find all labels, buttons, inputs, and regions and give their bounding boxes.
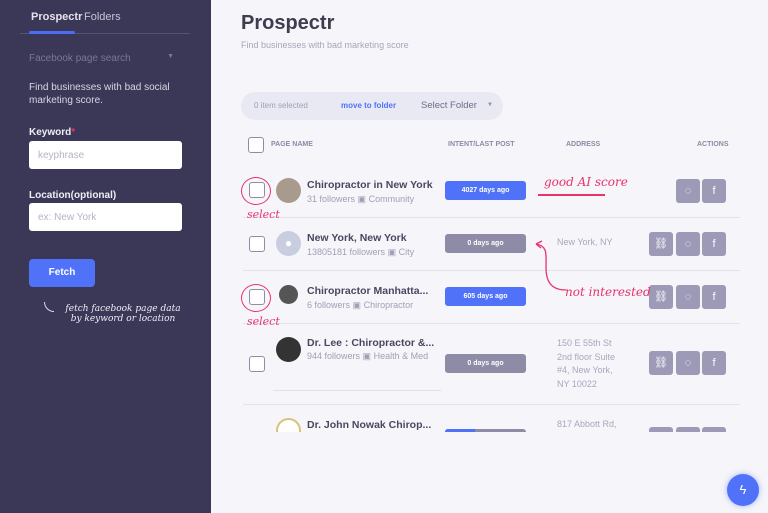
location-label: Location(optional) <box>29 190 117 201</box>
annotation-select: select <box>247 208 280 221</box>
tab-folders[interactable]: Folders <box>84 11 121 23</box>
last-post-badge <box>445 429 526 432</box>
source-select-value: Facebook page search <box>29 53 131 64</box>
messenger-button[interactable]: ◌ <box>676 285 700 309</box>
last-post-badge: 4027 days ago <box>445 181 526 200</box>
sidebar: Prospectr Folders Facebook page search ▼ … <box>0 0 211 513</box>
page-meta: 944 followers ▣ Health & Med <box>307 351 428 362</box>
table-row: Chiropractor in New York 31 followers ▣ … <box>243 166 740 218</box>
last-post-badge: 605 days ago <box>445 287 526 306</box>
page-title: Prospectr <box>241 12 335 34</box>
last-post-badge: 0 days ago <box>445 354 526 373</box>
row-checkbox[interactable] <box>249 236 265 252</box>
followers: 6 followers <box>307 300 351 310</box>
facebook-button[interactable]: f <box>702 232 726 256</box>
page-name[interactable]: Chiropractor Manhatta... <box>307 285 429 297</box>
row-checkbox[interactable] <box>249 356 265 372</box>
annotation-arrow-icon <box>538 194 605 196</box>
address: 817 Abbott Rd, <box>557 419 617 429</box>
fetch-button[interactable]: Fetch <box>29 259 95 287</box>
select-all-checkbox[interactable] <box>248 137 264 153</box>
annotation-circle <box>241 177 271 205</box>
facebook-button[interactable]: f <box>702 179 726 203</box>
table-row: Chiropractor Manhatta... 6 followers ▣ C… <box>243 271 740 324</box>
col-intent: INTENT/LAST POST <box>448 141 515 148</box>
results-table: Chiropractor in New York 31 followers ▣ … <box>241 166 741 432</box>
col-page-name: PAGE NAME <box>271 141 313 148</box>
tab-prospectr[interactable]: Prospectr <box>31 11 83 23</box>
required-marker: * <box>71 127 76 138</box>
page-name[interactable]: Dr. Lee : Chiropractor &... <box>307 337 435 349</box>
page-meta: 13805181 followers ▣ City <box>307 247 414 258</box>
followers: 13805181 followers <box>307 247 386 257</box>
table-row: Dr. Lee : Chiropractor &... 944 follower… <box>243 324 740 405</box>
location-pin-icon: ● <box>276 231 301 256</box>
table-row: ● New York, New York 13805181 followers … <box>243 218 740 271</box>
caret-down-icon: ▼ <box>487 102 493 108</box>
avatar <box>276 178 301 203</box>
tab-divider <box>20 33 190 34</box>
address: 150 E 55th St 2nd floor Suite #4, New Yo… <box>557 338 616 389</box>
col-actions: ACTIONS <box>697 141 729 148</box>
category: Health & Med <box>373 351 429 361</box>
category: City <box>398 247 415 257</box>
col-address: ADDRESS <box>566 141 601 148</box>
avatar <box>276 337 301 362</box>
selected-count: 0 item selected <box>254 101 308 110</box>
link-button[interactable]: ⛓ <box>649 351 673 375</box>
messenger-button[interactable] <box>676 427 700 432</box>
facebook-button[interactable]: f <box>702 285 726 309</box>
keyword-label: Keyword* <box>29 127 75 138</box>
avatar <box>279 285 298 304</box>
avatar <box>276 418 301 432</box>
briefcase-icon: ▣ <box>357 194 367 204</box>
table-row: Dr. John Nowak Chirop... 817 Abbott Rd, <box>243 405 740 432</box>
address: New York, NY <box>557 237 613 247</box>
annotation-not-interested: not interested <box>565 285 651 299</box>
page-name[interactable]: Dr. John Nowak Chirop... <box>307 419 432 431</box>
annotation-arrow-icon <box>535 240 567 291</box>
briefcase-icon: ▣ <box>352 300 362 310</box>
fetch-annotation: fetch facebook page data by keyword or l… <box>65 304 181 324</box>
messenger-button[interactable]: ◌ <box>676 179 700 203</box>
active-tab-indicator <box>29 31 75 34</box>
page-subtitle: Find businesses with bad marketing score <box>241 40 409 50</box>
caret-down-icon: ▼ <box>167 53 174 60</box>
page-meta: 31 followers ▣ Community <box>307 194 414 205</box>
source-select[interactable]: Facebook page search ▼ <box>29 53 174 64</box>
link-button[interactable]: ⛓ <box>649 232 673 256</box>
keyword-input[interactable] <box>29 141 182 169</box>
facebook-button[interactable] <box>702 427 726 432</box>
followers: 944 followers <box>307 351 361 361</box>
move-to-folder-link[interactable]: move to folder <box>341 101 397 110</box>
selection-toolbar: 0 item selected move to folder Select Fo… <box>241 92 503 120</box>
messenger-button[interactable]: ◌ <box>676 232 700 256</box>
page-name[interactable]: Chiropractor in New York <box>307 179 433 191</box>
messenger-button[interactable]: ◌ <box>676 351 700 375</box>
page-meta: 6 followers ▣ Chiropractor <box>307 300 413 311</box>
divider <box>273 390 441 391</box>
link-button[interactable]: ⛓ <box>649 285 673 309</box>
briefcase-icon: ▣ <box>362 351 372 361</box>
category: Community <box>368 194 415 204</box>
folder-select[interactable]: Select Folder <box>421 100 477 111</box>
link-button[interactable] <box>649 427 673 432</box>
lightning-action-button[interactable]: ϟ <box>727 474 759 506</box>
sidebar-description: Find businesses with bad social marketin… <box>29 82 170 106</box>
briefcase-icon: ▣ <box>387 247 397 257</box>
location-input[interactable] <box>29 203 182 231</box>
annotation-select: select <box>247 315 280 328</box>
category: Chiropractor <box>363 300 414 310</box>
annotation-good-score: good AI score <box>544 175 628 189</box>
keyword-label-text: Keyword <box>29 127 72 138</box>
annotation-circle <box>241 284 271 312</box>
last-post-badge: 0 days ago <box>445 234 526 253</box>
facebook-button[interactable]: f <box>702 351 726 375</box>
followers: 31 followers <box>307 194 356 204</box>
page-name[interactable]: New York, New York <box>307 232 407 244</box>
annotation-curve-icon <box>44 302 54 312</box>
